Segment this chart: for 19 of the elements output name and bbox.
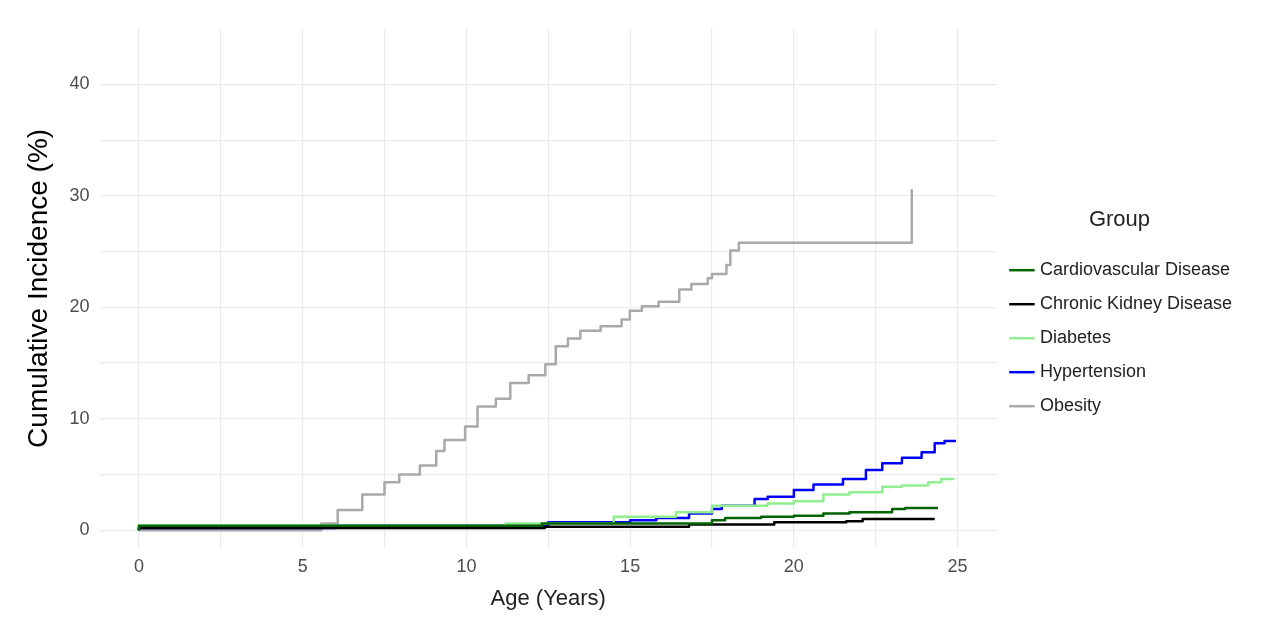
legend-label: Diabetes xyxy=(1039,327,1111,348)
x-tick-label: 10 xyxy=(456,555,477,576)
y-tick-label: 0 xyxy=(79,519,90,540)
x-tick-label: 25 xyxy=(947,555,968,576)
x-tick-label: 0 xyxy=(133,555,144,576)
y-axis-title: Cumulative Incidence (%) xyxy=(21,128,53,448)
legend-label: Cardiovascular Disease xyxy=(1039,259,1230,280)
legend-label: Obesity xyxy=(1039,395,1101,416)
y-tick-label: 30 xyxy=(69,184,90,205)
y-tick-label: 40 xyxy=(69,73,90,94)
y-tick-label: 20 xyxy=(69,296,90,317)
x-tick-label: 5 xyxy=(297,555,308,576)
legend-label: Chronic Kidney Disease xyxy=(1039,293,1232,314)
y-tick-label: 10 xyxy=(69,407,90,428)
x-axis-title: Age (Years) xyxy=(490,584,606,610)
x-tick-label: 20 xyxy=(783,555,804,576)
legend-title: Group xyxy=(1088,205,1151,231)
x-tick-label: 15 xyxy=(620,555,641,576)
legend-label: Hypertension xyxy=(1039,361,1146,382)
